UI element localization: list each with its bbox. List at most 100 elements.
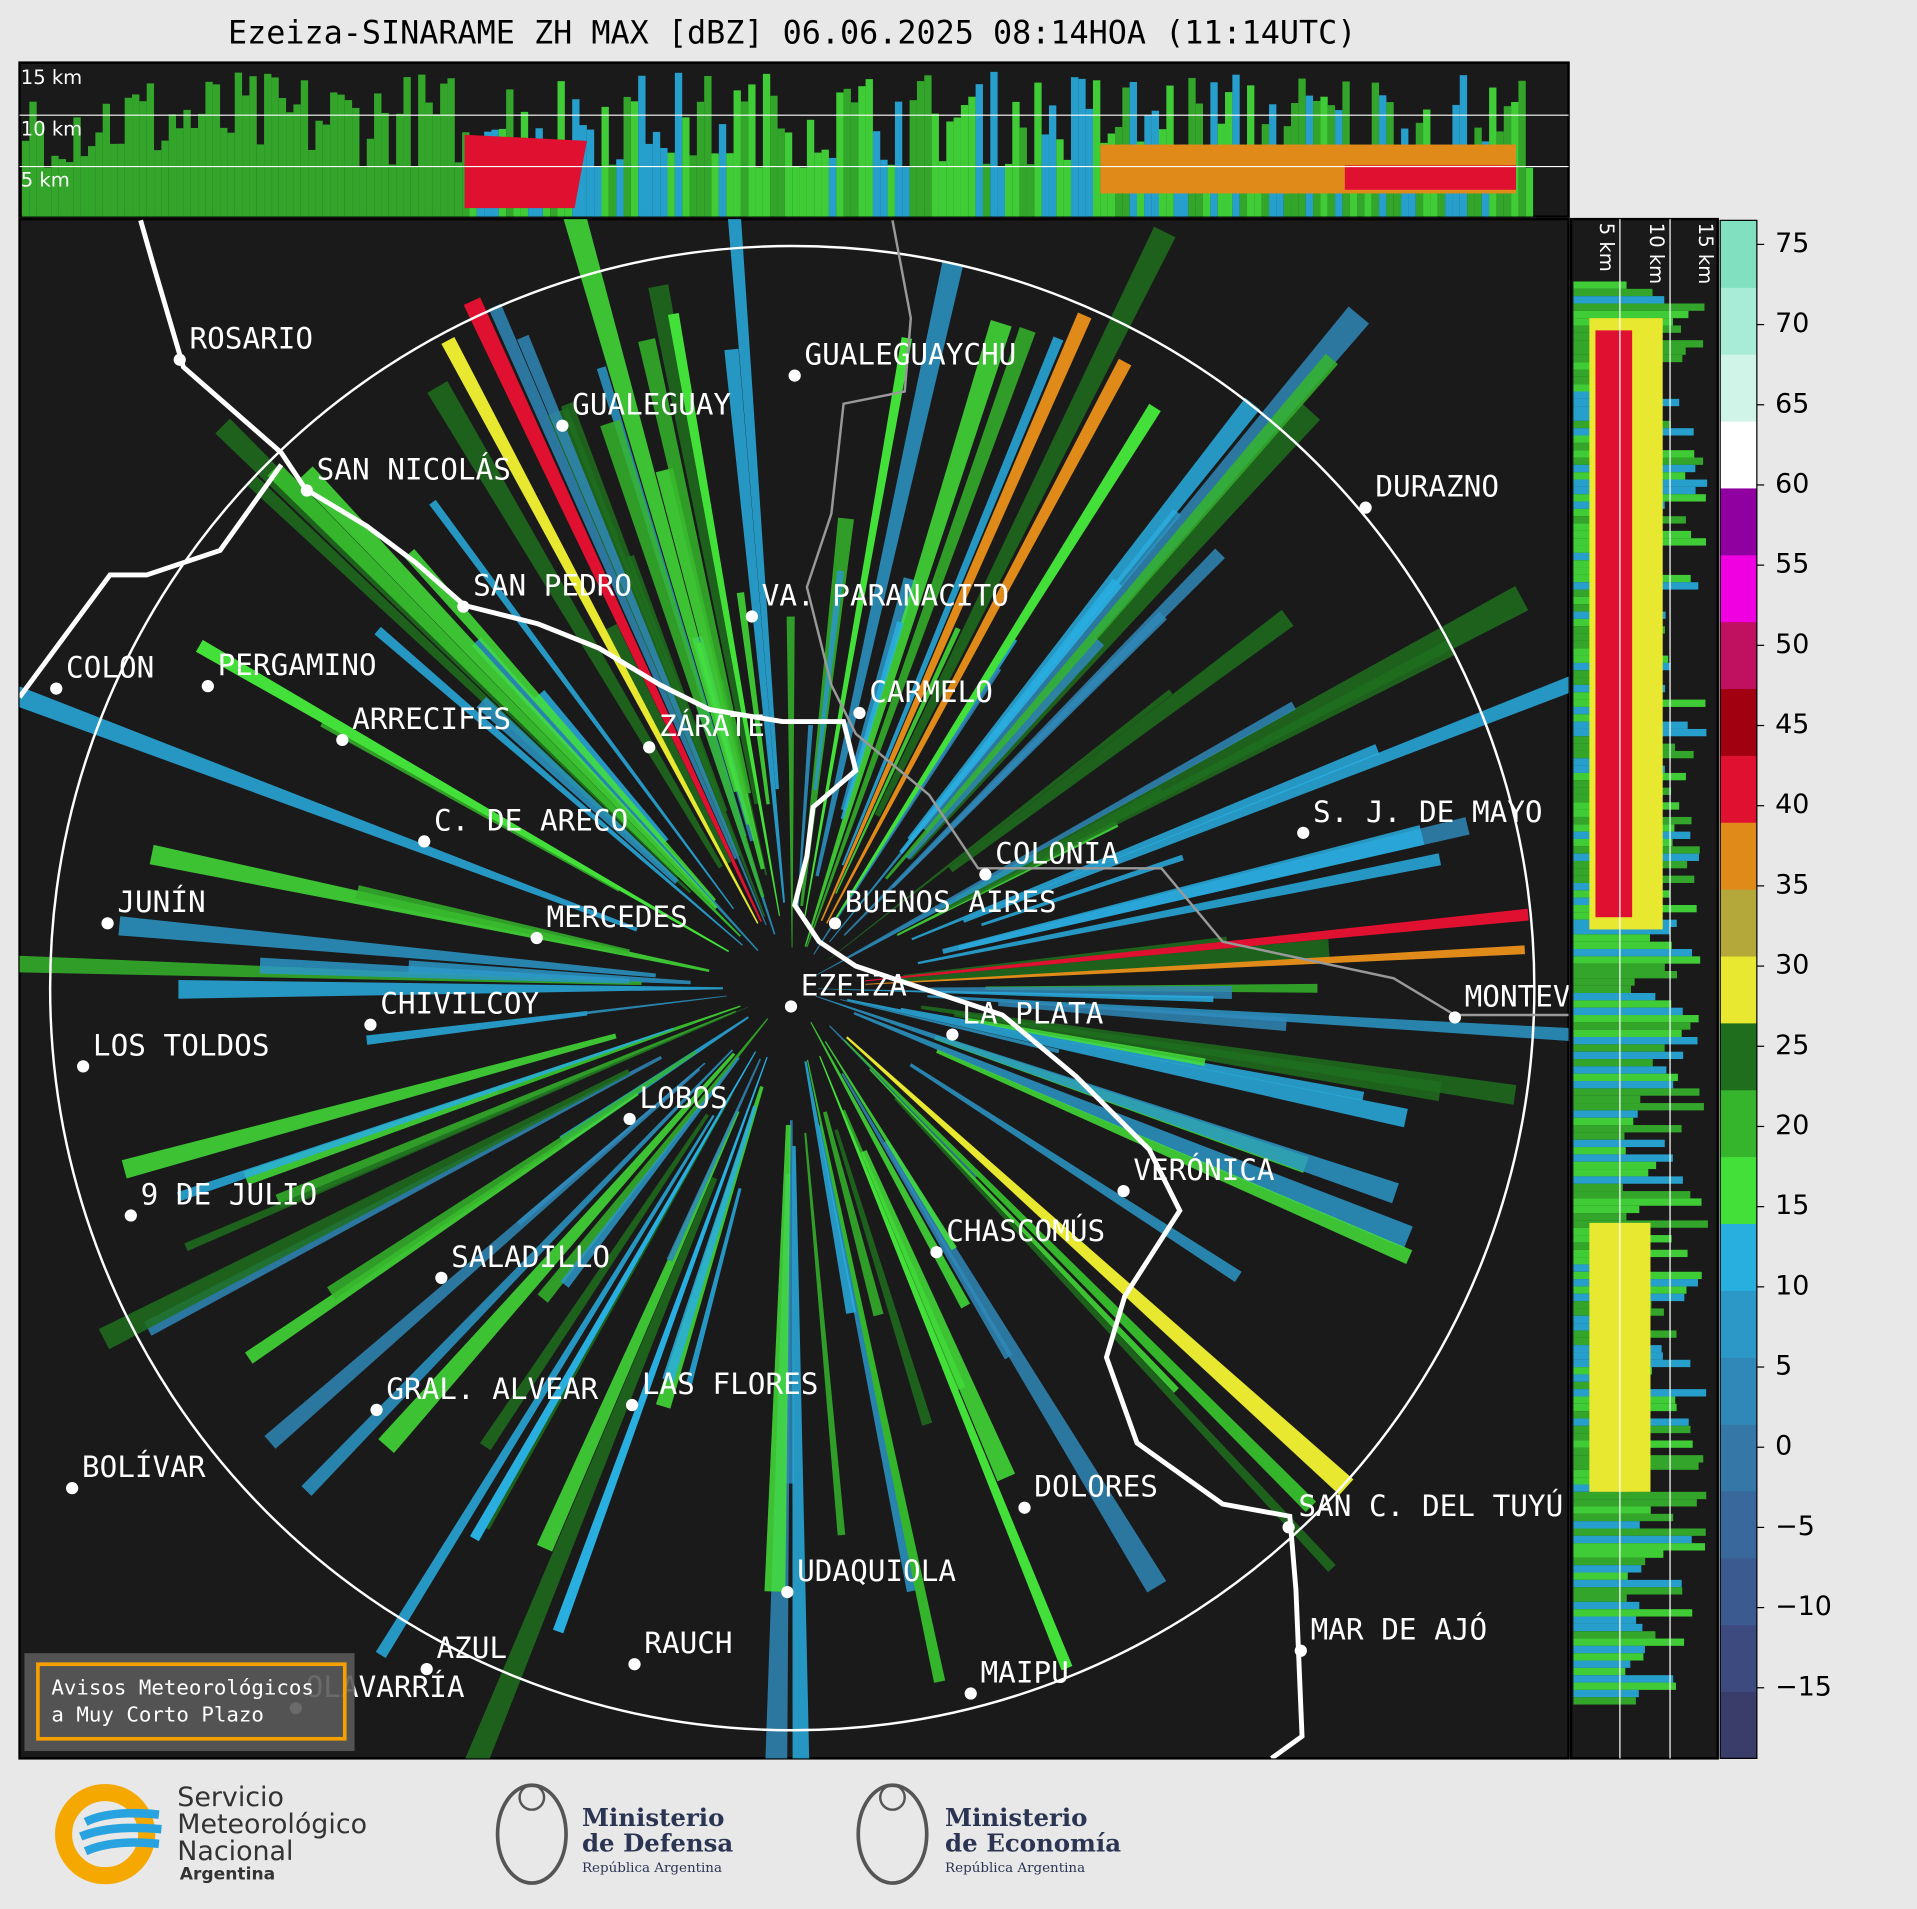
legend-text[interactable]: a Muy Corto Plazo [51, 1703, 264, 1727]
footer-text: Meteorológico [177, 1809, 367, 1840]
legend-text[interactable]: Avisos Meteorológicos [51, 1676, 314, 1700]
echo [425, 102, 433, 217]
echo [792, 1145, 810, 1759]
city-marker [979, 868, 992, 881]
city-marker [530, 931, 543, 945]
echo [907, 397, 1260, 841]
city-marker [1117, 1184, 1130, 1198]
echo [1573, 993, 1656, 1001]
city-marker [124, 1209, 137, 1222]
echo [176, 128, 184, 217]
city-label: S. J. DE MAYO [1313, 795, 1543, 829]
echo [1573, 1117, 1634, 1126]
echo [1573, 1579, 1682, 1588]
legend-box[interactable] [24, 1653, 355, 1752]
echo [828, 157, 837, 217]
echo [982, 163, 991, 217]
city-marker [457, 600, 470, 613]
echo [792, 166, 800, 217]
echo [1573, 1660, 1631, 1668]
echo [1573, 948, 1693, 957]
echo [1573, 1667, 1626, 1676]
echo [1573, 303, 1705, 311]
colorbar-tick-label: 70 [1775, 308, 1809, 339]
echo [645, 143, 653, 217]
echo [1573, 1110, 1638, 1118]
echo [806, 119, 815, 217]
echo [403, 77, 411, 217]
echo [1573, 934, 1650, 942]
echo [66, 162, 74, 217]
echo [905, 637, 1105, 860]
echo [278, 97, 287, 217]
echo [488, 303, 737, 860]
echo [344, 100, 353, 217]
defensa-emblem [495, 1783, 568, 1885]
echo [1573, 1176, 1683, 1184]
echo [1573, 1044, 1665, 1052]
city-marker [1294, 1644, 1307, 1657]
coastline [138, 219, 1305, 1759]
echo [198, 113, 206, 217]
title: Ezeiza-SINARAME ZH MAX [dBZ] 06.06.2025 … [228, 16, 1356, 52]
echo [1573, 1073, 1678, 1082]
echo [1573, 1139, 1665, 1148]
echo [815, 260, 964, 877]
echo [662, 1105, 757, 1382]
echo [1573, 1095, 1641, 1104]
echo [1041, 134, 1049, 217]
echo [804, 337, 913, 916]
echo [727, 219, 779, 790]
echo [1092, 80, 1101, 217]
echo [660, 148, 668, 217]
echo [813, 854, 1037, 977]
echo [404, 548, 716, 902]
echo [1573, 941, 1672, 949]
echo [924, 75, 932, 217]
colorbar-segment [1720, 1357, 1757, 1425]
echo [909, 1063, 1242, 1282]
echo [1573, 985, 1631, 994]
echo [594, 167, 602, 217]
city-marker [173, 353, 186, 366]
city-label: COLON [66, 651, 154, 685]
colorbar-segment [1720, 220, 1757, 288]
echo [366, 138, 375, 217]
echo [516, 995, 727, 1024]
echo [600, 419, 765, 898]
echo [374, 626, 743, 946]
echo [154, 150, 162, 217]
echo [212, 84, 221, 217]
echo [736, 592, 770, 805]
echo [819, 1055, 1073, 1671]
echo [563, 219, 740, 793]
echo [1573, 1521, 1640, 1529]
city-label: CARMELO [869, 675, 993, 709]
echo [981, 854, 1184, 927]
city-marker [625, 1398, 639, 1412]
echo [1056, 139, 1064, 217]
colorbar-segment [1720, 354, 1757, 422]
echo [1573, 281, 1627, 289]
echo [1085, 108, 1093, 217]
echo [1573, 1491, 1707, 1500]
echo [733, 90, 741, 217]
city-label: EZEIZA [801, 968, 907, 1002]
echo [824, 1041, 957, 1251]
echo [604, 624, 732, 864]
echo [1034, 82, 1042, 217]
echo [938, 161, 947, 217]
echo [696, 101, 705, 217]
echo [891, 611, 1167, 889]
echo [813, 570, 845, 791]
echo [471, 637, 759, 951]
echo [374, 93, 382, 217]
echo [828, 689, 1173, 960]
colorbar-segment [1720, 1490, 1757, 1559]
colorbar-segment [1720, 955, 1757, 1024]
echo [799, 167, 807, 217]
echo [704, 76, 712, 217]
echo [953, 1011, 1442, 1102]
echo [1573, 1565, 1642, 1573]
